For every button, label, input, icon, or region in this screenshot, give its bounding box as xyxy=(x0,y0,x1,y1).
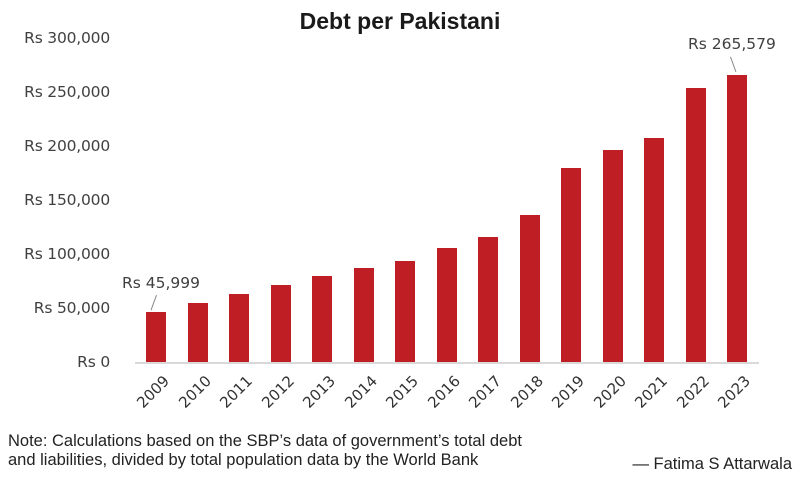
y-tick-label: Rs 50,000 xyxy=(33,299,110,317)
x-tick-label: 2016 xyxy=(423,372,464,412)
bar-2023 xyxy=(727,75,747,362)
leader-line xyxy=(730,56,737,73)
y-tick-label: Rs 0 xyxy=(77,353,110,371)
x-tick-label: 2014 xyxy=(340,372,381,412)
y-tick-label: Rs 300,000 xyxy=(24,29,110,47)
x-tick-label: 2018 xyxy=(506,372,547,412)
x-tick-label: 2020 xyxy=(589,372,630,412)
chart-title: Debt per Pakistani xyxy=(299,8,501,34)
bar-2020 xyxy=(602,150,623,362)
y-tick-label: Rs 100,000 xyxy=(24,245,110,263)
bar-2022 xyxy=(685,88,706,362)
author-credit: — Fatima S Attarwala xyxy=(632,455,792,473)
bar-2017 xyxy=(478,237,498,362)
leader-line xyxy=(150,295,157,311)
bar-2016 xyxy=(436,248,457,362)
x-tick-label: 2023 xyxy=(714,372,754,412)
data-label-2009: Rs 45,999 xyxy=(122,274,201,293)
bar-2014 xyxy=(353,268,374,362)
x-tick-label: 2015 xyxy=(382,372,422,412)
x-tick-label: 2013 xyxy=(299,372,339,412)
x-tick-label: 2011 xyxy=(216,372,256,412)
x-tick-label: 2010 xyxy=(174,372,215,412)
bar-2015 xyxy=(395,261,415,362)
x-tick-label: 2019 xyxy=(548,372,588,412)
x-tick-label: 2017 xyxy=(465,372,505,412)
footnote-line-1: Note: Calculations based on the SBP’s da… xyxy=(8,432,522,450)
bar-2019 xyxy=(561,168,581,362)
footnote: Note: Calculations based on the SBP’s da… xyxy=(8,432,522,470)
x-tick-label: 2022 xyxy=(672,372,713,412)
bar-2012 xyxy=(270,285,291,362)
bar-2021 xyxy=(644,138,664,362)
y-tick-label: Rs 200,000 xyxy=(24,137,110,155)
y-tick-label: Rs 250,000 xyxy=(24,83,110,101)
footnote-line-2: and liabilities, divided by total popula… xyxy=(8,451,479,469)
bar-2011 xyxy=(229,294,249,362)
x-tick-label: 2009 xyxy=(133,372,173,412)
bar-2010 xyxy=(187,303,208,362)
bar-2009 xyxy=(146,312,166,362)
y-tick-label: Rs 150,000 xyxy=(24,191,110,209)
data-label-2023: Rs 265,579 xyxy=(688,35,776,54)
x-tick-label: 2012 xyxy=(257,372,298,412)
x-axis-line xyxy=(135,362,759,364)
bar-2018 xyxy=(519,215,540,362)
bar-2013 xyxy=(312,276,332,362)
x-tick-label: 2021 xyxy=(631,372,671,412)
